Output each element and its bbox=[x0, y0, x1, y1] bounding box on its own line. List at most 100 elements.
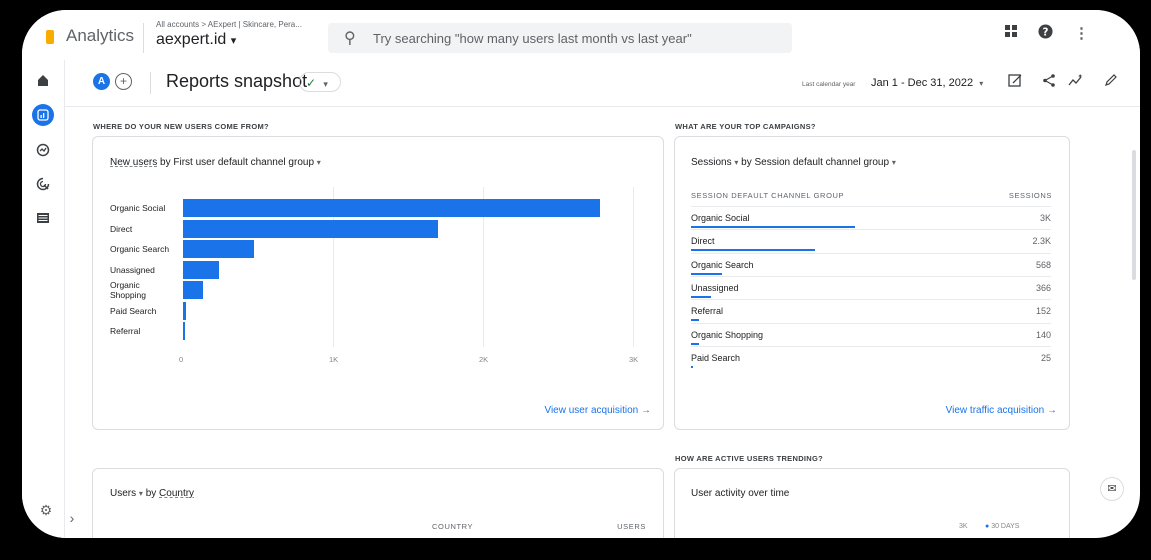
category-label: Unassigned bbox=[110, 264, 155, 275]
share-icon[interactable] bbox=[1042, 73, 1057, 92]
gridline bbox=[633, 187, 634, 347]
scrollbar[interactable] bbox=[1132, 150, 1136, 280]
share-bar bbox=[691, 249, 816, 252]
metric-selector[interactable]: Users bbox=[110, 488, 137, 499]
search-icon: ⚲ bbox=[344, 30, 356, 47]
table-row[interactable]: Organic Search 568 bbox=[691, 252, 1051, 277]
bar[interactable] bbox=[183, 301, 186, 320]
published-status-dropdown[interactable]: ✓ ▾ bbox=[299, 72, 341, 92]
chevron-down-icon: ▾ bbox=[316, 158, 321, 167]
dimension-selector[interactable]: Country bbox=[159, 488, 195, 499]
gridline bbox=[483, 187, 484, 347]
left-nav-rail: ⚙ › bbox=[22, 60, 74, 538]
feedback-button[interactable]: ✉ bbox=[1100, 477, 1124, 501]
date-range-label: Last calendar year bbox=[802, 81, 856, 88]
new-users-bar-chart: 0 1K 2K 3K Organic Social Direct Organic Searc… bbox=[93, 137, 663, 377]
share-bar bbox=[691, 295, 711, 298]
more-vert-icon[interactable]: ⋮ bbox=[1074, 25, 1089, 42]
configure-icon[interactable] bbox=[33, 210, 53, 230]
date-range-selector[interactable]: Jan 1 - Dec 31, 2022 ▾ bbox=[871, 77, 983, 89]
home-icon[interactable] bbox=[33, 72, 53, 92]
search-bar[interactable]: ⚲ Try searching "how many users last mon… bbox=[328, 23, 792, 53]
x-tick-label: 0 bbox=[179, 355, 184, 364]
edit-icon[interactable] bbox=[1104, 73, 1118, 91]
x-tick-label: 1K bbox=[329, 355, 339, 364]
arrow-right-icon: → bbox=[1047, 405, 1057, 416]
row-value: 3K bbox=[1039, 213, 1051, 223]
bar[interactable] bbox=[183, 199, 600, 217]
dimension-selector[interactable]: by First user default channel group bbox=[160, 157, 315, 168]
chevron-right-icon[interactable]: › bbox=[69, 510, 75, 526]
row-name: Organic Shopping bbox=[691, 329, 764, 340]
help-icon[interactable]: ? bbox=[1038, 24, 1053, 43]
comparison-avatar[interactable]: A bbox=[93, 73, 110, 90]
add-comparison-button[interactable]: + bbox=[115, 73, 132, 90]
table-row[interactable]: Paid Search 25 bbox=[691, 345, 1051, 370]
customize-report-icon[interactable] bbox=[1008, 73, 1023, 92]
feedback-icon: ✉ bbox=[1107, 483, 1117, 495]
category-label: Organic Shopping bbox=[110, 280, 146, 300]
analytics-logo[interactable] bbox=[46, 30, 54, 44]
category-label: Paid Search bbox=[110, 305, 157, 316]
section-title-trending: HOW ARE ACTIVE USERS TRENDING? bbox=[675, 454, 824, 463]
divider bbox=[143, 23, 144, 53]
gridline bbox=[333, 187, 334, 347]
table-row[interactable]: Organic Shopping 140 bbox=[691, 322, 1051, 347]
category-label: Referral bbox=[110, 326, 141, 336]
svg-text:?: ? bbox=[1043, 26, 1049, 38]
bar[interactable] bbox=[183, 322, 185, 340]
app-name: Analytics bbox=[66, 26, 135, 45]
bar[interactable] bbox=[183, 281, 203, 299]
apps-icon[interactable] bbox=[1004, 24, 1018, 41]
insights-icon[interactable] bbox=[1068, 73, 1084, 92]
row-value: 152 bbox=[1035, 306, 1051, 317]
bar[interactable] bbox=[183, 260, 219, 279]
arrow-right-icon: → bbox=[641, 405, 651, 416]
settings-icon[interactable]: ⚙ bbox=[39, 502, 53, 518]
series-dot-icon: ● bbox=[985, 523, 990, 530]
column-header-sessions: SESSIONS bbox=[1008, 191, 1052, 200]
activity-legend-series-label: 30 DAYS bbox=[991, 523, 1020, 530]
bar[interactable] bbox=[183, 219, 438, 238]
metric-selector[interactable]: New users bbox=[110, 157, 158, 168]
x-tick-label: 3K bbox=[629, 355, 639, 364]
view-user-acquisition-link[interactable]: View user acquisition → bbox=[544, 405, 651, 416]
date-range-value: Jan 1 - Dec 31, 2022 bbox=[871, 77, 974, 89]
view-traffic-acquisition-link[interactable]: View traffic acquisition → bbox=[946, 405, 1057, 416]
campaigns-card-title: Sessions ▾ by Session default channel gr… bbox=[691, 157, 896, 168]
account-breadcrumb[interactable]: All accounts > AExpert | Skincare, Pera.… bbox=[156, 20, 302, 29]
table-row[interactable]: Referral 152 bbox=[691, 299, 1051, 323]
reports-icon[interactable] bbox=[32, 104, 54, 126]
category-label: Organic Social bbox=[110, 203, 166, 213]
table-row[interactable]: Direct 2.3K bbox=[691, 229, 1051, 253]
advertising-icon[interactable] bbox=[33, 176, 53, 196]
property-selector[interactable]: aexpert.id ▾ bbox=[156, 31, 236, 49]
check-circle-icon: ✓ bbox=[306, 76, 317, 90]
activity-legend-series: ● 30 DAYS bbox=[985, 523, 1019, 530]
section-title-campaigns: WHAT ARE YOUR TOP CAMPAIGNS? bbox=[675, 122, 816, 131]
row-value: 2.3K bbox=[1032, 236, 1051, 247]
activity-legend-value: 3K bbox=[959, 523, 968, 530]
category-label: Direct bbox=[110, 223, 133, 234]
row-name: Paid Search bbox=[691, 352, 741, 363]
property-name: aexpert.id bbox=[156, 31, 227, 48]
row-name: Referral bbox=[691, 306, 724, 317]
column-header-users: USERS bbox=[617, 522, 646, 531]
metric-selector[interactable]: Sessions bbox=[691, 157, 732, 168]
search-placeholder: Try searching "how many users last month… bbox=[373, 31, 692, 46]
column-header-country: COUNTRY bbox=[432, 522, 474, 531]
share-bar bbox=[691, 319, 700, 322]
dimension-selector[interactable]: by Session default channel group bbox=[741, 157, 890, 168]
row-value: 140 bbox=[1035, 329, 1051, 340]
row-name: Direct bbox=[691, 236, 715, 247]
users-by-country-card: Users ▾ by Country COUNTRY USERS bbox=[92, 468, 664, 538]
share-bar bbox=[691, 226, 855, 228]
report-header: A + Reports snapshot ✓ ▾ Last calendar y… bbox=[64, 66, 1140, 107]
share-bar bbox=[691, 342, 699, 345]
table-row[interactable]: Organic Social 3K bbox=[691, 206, 1051, 230]
analytics-window: Analytics All accounts > AExpert | Skinc… bbox=[22, 10, 1140, 538]
table-row[interactable]: Unassigned 366 bbox=[691, 275, 1051, 300]
x-tick-label: 2K bbox=[479, 355, 489, 364]
bar[interactable] bbox=[183, 240, 254, 258]
explore-icon[interactable] bbox=[33, 142, 53, 162]
